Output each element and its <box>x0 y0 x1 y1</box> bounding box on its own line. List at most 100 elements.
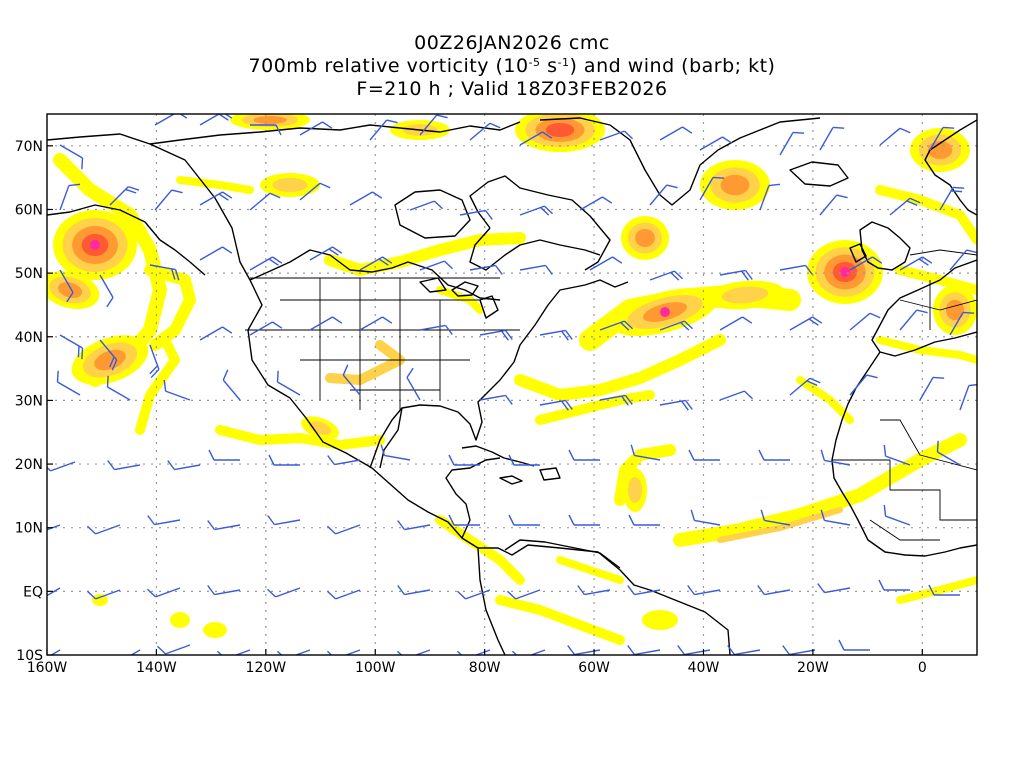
longitude-label: 140W <box>136 660 177 676</box>
wind-barb <box>380 444 411 461</box>
wind-barb <box>628 514 660 526</box>
wind-barb <box>519 264 553 275</box>
wind-barb <box>519 131 553 146</box>
wind-barb <box>949 249 977 271</box>
wind-barb <box>719 316 753 331</box>
wind-barb <box>627 585 661 596</box>
wind-barbs <box>47 114 977 655</box>
plot-area <box>47 114 977 655</box>
wind-barb <box>109 185 140 206</box>
longitude-label: 120W <box>246 660 287 676</box>
vorticity-band <box>614 444 676 506</box>
wind-barb <box>919 376 945 401</box>
wind-barb <box>883 504 911 526</box>
wind-barb <box>249 321 283 336</box>
wind-barb <box>154 114 188 126</box>
wind-barb <box>216 649 251 655</box>
wind-barb <box>519 205 554 216</box>
latitude-label: 10N <box>15 521 43 537</box>
title-line-2-a: 700mb relative vorticity (10 <box>248 55 529 77</box>
wind-barb <box>448 454 480 466</box>
wind-barb <box>820 449 851 466</box>
wind-barb <box>820 509 851 526</box>
wind-barb <box>397 585 431 596</box>
wind-barb <box>817 583 851 594</box>
wind-barb <box>369 119 398 141</box>
wind-barb <box>326 649 361 655</box>
title-line-1: 00Z26JAN2026 cmc <box>414 32 610 54</box>
wind-barb <box>47 587 61 602</box>
wind-barb <box>649 270 684 281</box>
wind-barb <box>456 589 491 600</box>
longitude-labels: 160W 140W 120W 100W 80W 60W 40W 20W 0 <box>27 649 927 676</box>
wind-barb <box>359 316 393 331</box>
vorticity-band <box>796 376 854 424</box>
latitude-label: 60N <box>15 202 43 218</box>
wind-barb <box>789 377 821 396</box>
vorticity-contour <box>628 477 642 503</box>
map-frame <box>46 113 978 656</box>
title-exponent-2: -1 <box>557 56 570 69</box>
wind-barb <box>409 200 444 211</box>
wind-barb <box>630 444 661 461</box>
wind-barb <box>459 209 493 220</box>
latitude-label: 50N <box>15 266 43 282</box>
wind-barb <box>99 274 114 308</box>
latitude-label: 70N <box>15 139 43 155</box>
vorticity-band <box>324 232 526 276</box>
wind-barb <box>309 316 343 331</box>
wind-barb <box>599 394 633 406</box>
wind-barb <box>899 256 933 271</box>
wind-barb <box>959 383 977 411</box>
graticule <box>47 114 977 655</box>
wind-barb <box>579 196 613 211</box>
wind-barb <box>508 514 540 526</box>
latitude-label: 10S <box>16 648 43 664</box>
vorticity-contour <box>545 123 575 137</box>
wind-barb <box>819 194 848 216</box>
wind-barb <box>878 579 910 591</box>
latitude-label: 40N <box>15 330 43 346</box>
wind-barb <box>249 256 283 271</box>
wind-barb <box>47 524 61 535</box>
vorticity-contour <box>170 612 190 628</box>
wind-barb <box>469 122 501 141</box>
wind-barb <box>539 399 573 411</box>
wind-barb <box>568 514 600 526</box>
vorticity-contour <box>253 115 287 125</box>
wind-barb <box>163 379 191 401</box>
wind-barb <box>659 126 693 141</box>
wind-barb <box>929 126 955 151</box>
wind-barb <box>326 524 361 535</box>
wind-barb <box>156 644 191 655</box>
latitude-label: 20N <box>15 457 43 473</box>
wind-barb <box>688 449 720 461</box>
longitude-label: 0 <box>918 660 927 676</box>
vorticity-contour <box>720 174 750 196</box>
wind-barb <box>479 394 513 405</box>
wind-barb <box>757 585 791 596</box>
vorticity-band <box>176 176 254 194</box>
vorticity-contour <box>272 178 308 192</box>
wind-barb <box>249 192 281 211</box>
vorticity-contour <box>308 421 332 435</box>
vorticity-band <box>875 185 977 245</box>
vorticity-contour <box>203 622 227 638</box>
wind-barb <box>349 191 383 206</box>
wind-barb <box>299 182 331 201</box>
vorticity-band <box>876 336 977 364</box>
wind-barb <box>568 449 600 461</box>
wind-barb <box>469 264 503 275</box>
latitude-labels: 70N 60N 50N 40N 30N 20N 10N EQ 10S <box>15 139 53 664</box>
wind-barb <box>699 176 725 201</box>
vorticity-shading <box>47 114 977 645</box>
wind-barb <box>727 645 761 655</box>
wind-barb <box>599 130 634 141</box>
wind-barb <box>949 311 975 336</box>
vorticity-contour <box>94 349 126 371</box>
wind-barb <box>659 399 693 411</box>
vorticity-contour <box>635 228 655 248</box>
wind-barb <box>59 334 84 360</box>
title-line-2: 700mb relative vorticity (10-5 s-1) and … <box>0 55 1024 78</box>
longitude-label: 60W <box>578 660 610 676</box>
